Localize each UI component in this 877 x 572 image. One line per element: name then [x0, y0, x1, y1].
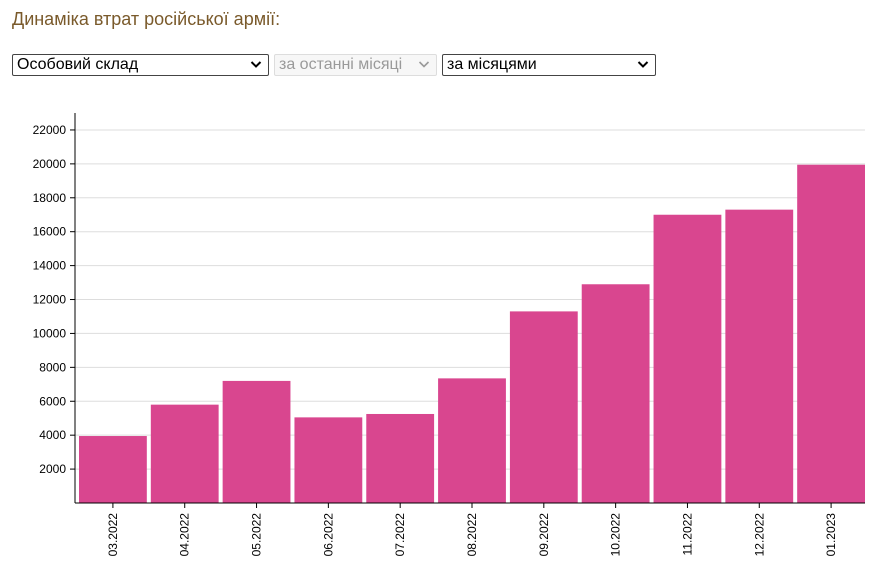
- bar: [366, 413, 435, 503]
- x-tick-label: 11.2022: [680, 513, 694, 556]
- y-tick-label: 4000: [39, 428, 66, 442]
- x-tick-label: 08.2022: [465, 513, 479, 557]
- x-tick-label: 04.2022: [178, 513, 192, 557]
- bar: [294, 417, 363, 503]
- y-tick-label: 18000: [33, 191, 67, 205]
- x-tick-label: 03.2022: [106, 513, 120, 557]
- y-tick-label: 20000: [33, 157, 67, 171]
- x-tick-label: 09.2022: [537, 513, 551, 557]
- y-tick-label: 8000: [39, 360, 66, 374]
- bar: [438, 378, 506, 503]
- y-tick-label: 2000: [39, 462, 66, 476]
- y-tick-label: 12000: [33, 293, 67, 307]
- bar: [581, 284, 650, 503]
- grouping-select-value: за місяцями: [447, 56, 537, 73]
- y-tick-label: 14000: [33, 259, 67, 273]
- bar: [653, 214, 722, 503]
- chevron-down-icon: [418, 61, 430, 68]
- x-tick-label: 05.2022: [250, 513, 264, 557]
- bar: [79, 436, 147, 503]
- bar: [509, 311, 578, 503]
- x-tick-label: 12.2022: [752, 513, 766, 557]
- y-tick-label: 16000: [33, 225, 67, 239]
- x-tick-label: 01.2023: [824, 513, 838, 557]
- page-title: Динаміка втрат російської армії:: [12, 9, 281, 29]
- bar: [150, 404, 219, 503]
- bar: [222, 380, 291, 503]
- x-tick-label: 07.2022: [393, 513, 407, 557]
- chevron-down-icon: [637, 61, 649, 68]
- period-select-value: за останні місяці: [279, 56, 403, 73]
- period-select: за останні місяці: [274, 54, 437, 76]
- bar: [725, 209, 794, 504]
- x-tick-label: 10.2022: [609, 513, 623, 557]
- y-tick-label: 10000: [33, 326, 67, 340]
- grouping-select[interactable]: за місяцями: [442, 54, 656, 76]
- chevron-down-icon: [250, 61, 262, 68]
- x-tick-label: 06.2022: [321, 513, 335, 557]
- category-select-value: Особовий склад: [17, 56, 139, 73]
- category-select[interactable]: Особовий склад: [12, 54, 269, 76]
- y-tick-label: 22000: [33, 123, 67, 137]
- bar: [797, 164, 865, 503]
- y-tick-label: 6000: [39, 394, 66, 408]
